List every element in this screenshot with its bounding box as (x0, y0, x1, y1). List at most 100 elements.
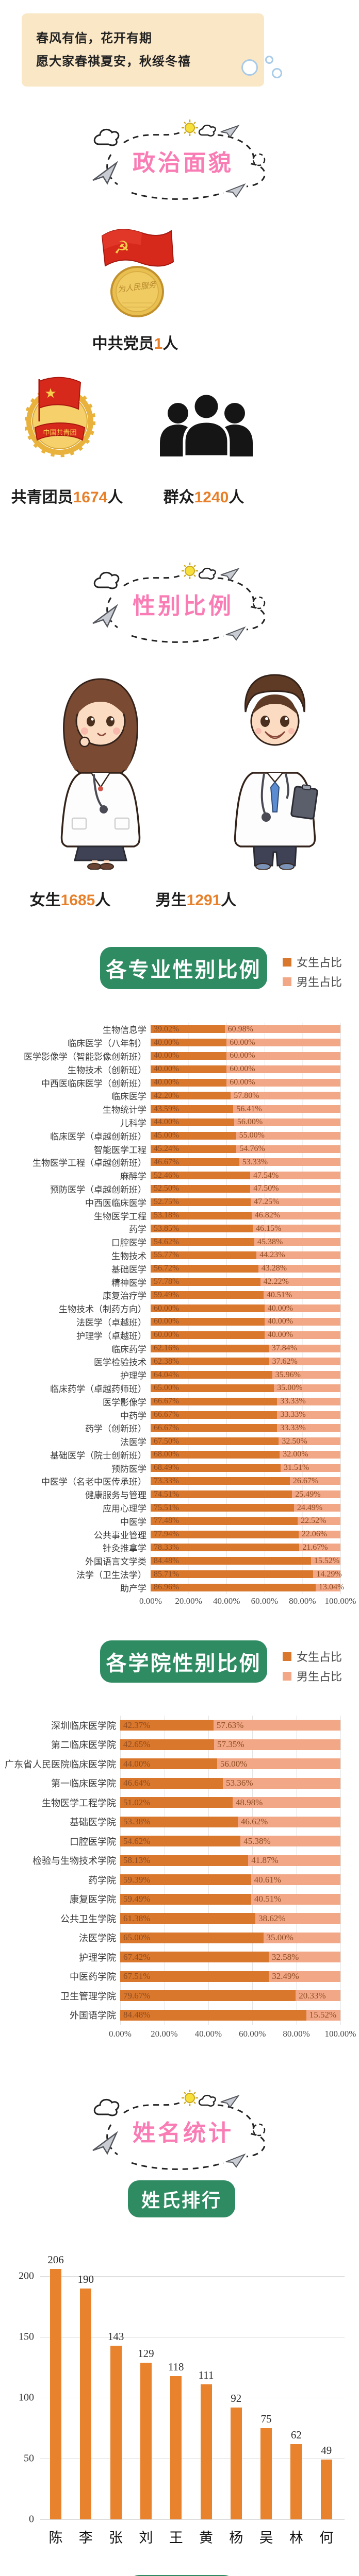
bar-row-label: 法学（卫生法学） (76, 1570, 146, 1581)
paper-plane-icon (92, 2131, 119, 2155)
surname-category-label: 张 (109, 2530, 123, 2546)
bar-track: 42.65% 57.35% (120, 1739, 340, 1750)
male-percent-label: 31.51% (284, 1463, 309, 1472)
legend-male-swatch (283, 977, 291, 986)
male-bar-segment (263, 1932, 340, 1943)
bar-track: 53.38% 46.62% (120, 1816, 340, 1827)
female-bar-segment (151, 1291, 264, 1299)
female-percent-label: 59.49% (123, 1894, 151, 1904)
female-bar-segment (151, 1544, 300, 1552)
male-bar-segment (251, 1211, 340, 1219)
male-bar-segment (289, 1477, 340, 1485)
bar-track: 77.94% 22.06% (151, 1530, 340, 1538)
male-percent-label: 54.76% (239, 1144, 265, 1154)
politics-title-doodle: 政治面貌 (88, 114, 279, 205)
intro-line-2: 愿大家春祺夏安，秋绥冬禧 (36, 55, 191, 69)
male-percent-label: 38.62% (258, 1913, 286, 1923)
badge-same-name: 同名同姓 (128, 2575, 235, 2576)
bar-row: 法医学（卓越班） 60.00% 40.00% (0, 1315, 359, 1329)
bar-row-label: 生物技术（制药方向） (59, 1304, 146, 1315)
bar-row-label: 生物技术 (111, 1251, 146, 1261)
male-percent-label: 15.52% (309, 2010, 337, 2020)
male-bar-segment (226, 1078, 340, 1087)
politics-item-masses: 群众1240人 (150, 484, 258, 507)
bar-row: 法医学院 65.00% 35.00% (0, 1928, 359, 1948)
bar-track: 66.67% 33.33% (151, 1397, 340, 1406)
male-percent-label: 60.98% (227, 1024, 253, 1033)
bar-row-label: 第一临床医学院 (51, 1778, 116, 1789)
female-percent-label: 67.42% (123, 1952, 151, 1962)
surname-bar (110, 2345, 122, 2519)
bar-row: 中药学 66.67% 33.33% (0, 1408, 359, 1421)
league-label: 共青团员 (11, 489, 73, 506)
male-bar-segment (298, 1530, 340, 1538)
bar-row: 医学影像学 66.67% 33.33% (0, 1395, 359, 1408)
gender-item-female: 女生1685人 (19, 887, 122, 910)
female-bar-segment (151, 1184, 251, 1193)
bar-track: 53.85% 46.15% (151, 1224, 340, 1233)
cloud-icon (93, 128, 120, 146)
bar-row-label: 第二临床医学院 (51, 1740, 116, 1751)
bar-row-label: 预防医学（卓越创新班） (50, 1184, 146, 1195)
female-bar-segment (151, 1570, 314, 1579)
bar-track: 66.67% 33.33% (151, 1423, 340, 1432)
female-percent-label: 53.18% (154, 1211, 180, 1220)
bar-track: 45.24% 54.76% (151, 1144, 340, 1154)
bar-row: 中西医临床医学 52.75% 47.25% (0, 1195, 359, 1209)
male-bar-segment (223, 1777, 340, 1789)
male-percent-label: 35.00% (266, 1933, 293, 1943)
male-bar-segment (292, 1490, 340, 1499)
bar-track: 66.67% 33.33% (151, 1410, 340, 1419)
male-percent-label: 33.33% (280, 1397, 306, 1406)
female-percent-label: 62.16% (154, 1344, 180, 1353)
female-bar-segment (151, 1092, 231, 1100)
y-axis-tick-label: 200 (19, 2270, 34, 2282)
bar-row-label: 临床医学（八年制） (68, 1039, 146, 1049)
female-percent-label: 59.39% (123, 1874, 151, 1885)
male-bar-segment (217, 1758, 340, 1770)
male-percent-label: 15.52% (314, 1556, 340, 1565)
cloud-icon (93, 2098, 120, 2116)
female-bar-segment (151, 1052, 227, 1060)
bar-track: 42.20% 57.80% (151, 1091, 340, 1100)
male-percent-label: 41.87% (251, 1855, 279, 1866)
surname-category-label: 吴 (259, 2530, 273, 2546)
bar-row-label: 护理学 (120, 1371, 146, 1381)
male-label: 男生 (155, 892, 187, 909)
league-badge-icon: ★ 中国共青团 (25, 377, 95, 457)
bar-track: 56.72% 43.28% (151, 1264, 340, 1273)
female-unit: 人 (95, 892, 111, 909)
female-percent-label: 39.02% (154, 1024, 180, 1033)
gender-item-male: 男生1291人 (144, 887, 248, 910)
female-bar-segment (151, 1172, 251, 1180)
dashed-circle-icon (252, 596, 266, 609)
y-axis-tick-label: 50 (24, 2452, 34, 2464)
bar-track: 42.37% 57.63% (120, 1720, 340, 1731)
male-bar-segment (253, 1225, 340, 1233)
bar-row: 基础医学院 53.38% 46.62% (0, 1812, 359, 1832)
bar-row: 预防医学（卓越创新班） 52.50% 47.50% (0, 1182, 359, 1196)
x-axis-tick-label: 0.00% (109, 2029, 132, 2039)
bar-track: 54.62% 45.38% (151, 1238, 340, 1246)
bar-row-label: 法医学（卓越班） (76, 1317, 146, 1328)
male-percent-label: 33.33% (280, 1410, 306, 1419)
male-bar-segment (226, 1065, 340, 1073)
male-percent-label: 33.33% (280, 1423, 306, 1432)
chart-title-surnames: 姓氏排行 (128, 2180, 235, 2217)
bar-track: 77.48% 22.52% (151, 1516, 340, 1525)
female-percent-label: 42.65% (123, 1739, 151, 1750)
bar-track: 39.02% 60.98% (151, 1025, 340, 1033)
bar-row-label: 基础医学院 (70, 1817, 116, 1828)
gender-title-doodle: 性别比例 (88, 557, 279, 648)
x-axis-tick-label: 20.00% (175, 1596, 202, 1606)
bar-track: 59.49% 40.51% (151, 1291, 340, 1299)
cloud-icon (198, 567, 216, 580)
female-bar-segment (151, 1490, 292, 1499)
female-bar-segment (151, 1557, 311, 1565)
section-title-politics: 政治面貌 (133, 150, 234, 176)
bar-row: 中西医临床医学（创新班） 40.00% 60.00% (0, 1076, 359, 1089)
x-axis-tick-label: 40.00% (194, 2029, 222, 2039)
bar-track: 79.67% 20.33% (120, 1990, 340, 2002)
bar-row: 针灸推拿学 78.33% 21.67% (0, 1541, 359, 1554)
male-percent-label: 47.54% (253, 1171, 279, 1180)
